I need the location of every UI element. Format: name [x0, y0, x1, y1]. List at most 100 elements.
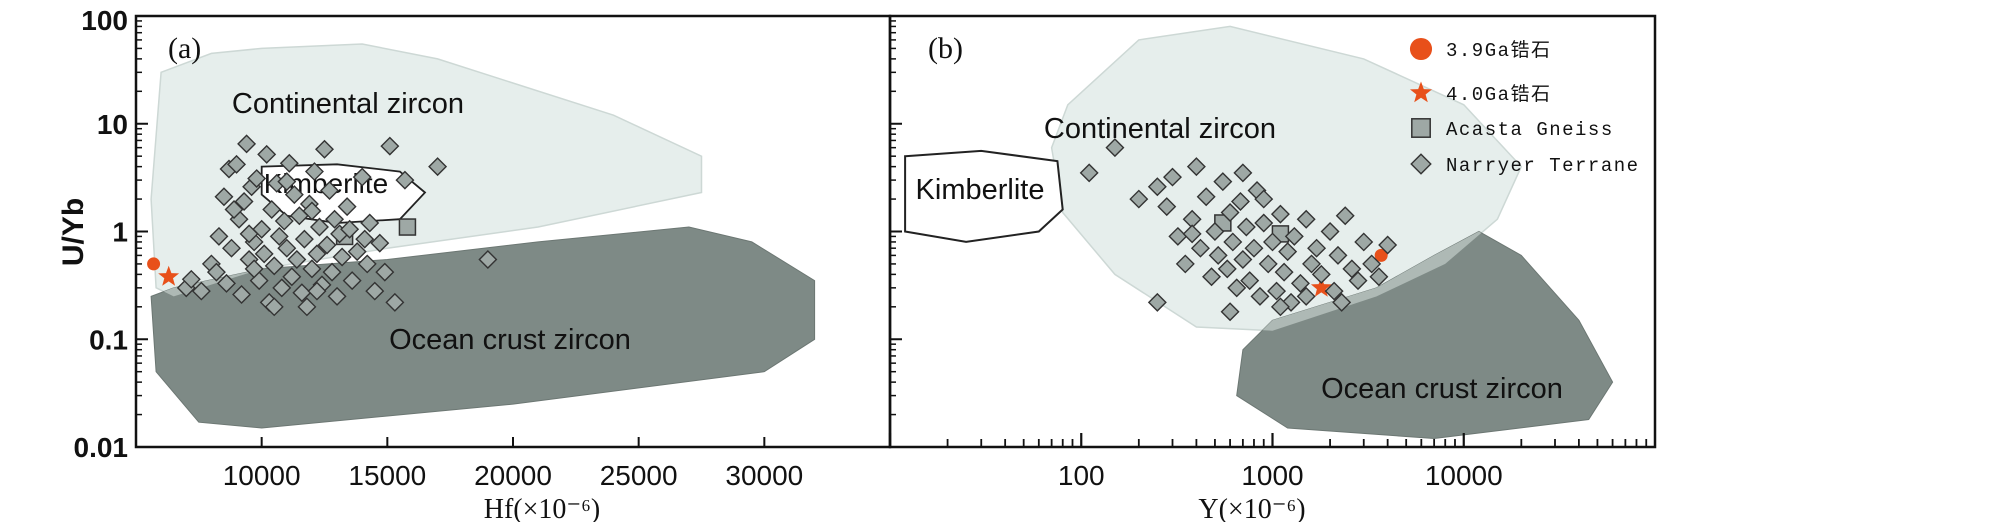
data-point-a-diamond-12 — [232, 285, 252, 305]
data-point-a-diamond-40 — [302, 259, 322, 279]
data-point-b-diamond-52 — [1220, 302, 1240, 322]
data-point-b-diamond-3 — [1147, 177, 1167, 197]
data-point-b-diamond-11 — [1196, 187, 1216, 207]
data-point-b-diamond-57 — [1296, 286, 1316, 306]
data-point-b-diamond-38 — [1302, 254, 1322, 274]
data-point-a-diamond-18 — [247, 169, 267, 189]
data-point-b-diamond-30 — [1267, 281, 1287, 301]
data-point-a-diamond-60 — [370, 233, 390, 253]
data-point-b-diamond-50 — [1378, 235, 1398, 255]
data-point-a-diamond-67 — [239, 224, 259, 244]
data-point-a-diamond-75 — [355, 229, 375, 249]
data-point-b-diamond-12 — [1202, 267, 1222, 287]
data-point-b-diamond-18 — [1223, 232, 1243, 252]
legend-label-2: Acasta Gneiss — [1446, 119, 1614, 141]
continental-zircon-label-a: Continental zircon — [232, 88, 464, 120]
data-point-a-diamond-9 — [222, 238, 241, 258]
data-point-a-diamond-49 — [325, 209, 345, 229]
data-point-b-diamond-47 — [1354, 232, 1374, 252]
data-point-b-diamond-19 — [1227, 278, 1247, 298]
data-point-a-diamond-64 — [395, 170, 415, 190]
data-point-a-diamond-65 — [428, 157, 448, 177]
panel-label-b: (b) — [928, 32, 963, 65]
data-point-b-diamond-1 — [1105, 138, 1125, 158]
data-point-a-diamond-31 — [279, 153, 299, 173]
data-point-b-diamond-26 — [1250, 286, 1270, 306]
data-point-a-diamond-66 — [478, 249, 498, 269]
data-point-b-diamond-29 — [1263, 232, 1282, 252]
data-point-b-diamond-51 — [1147, 292, 1167, 312]
legend-marker-star — [1410, 81, 1432, 103]
data-point-a-diamond-13 — [234, 191, 254, 211]
ocean-crust-zircon-label-a: Ocean crust zircon — [389, 324, 631, 356]
data-point-b-diamond-42 — [1324, 281, 1344, 301]
data-point-a-diamond-25 — [264, 256, 284, 276]
data-point-a-diamond-34 — [287, 249, 307, 269]
data-point-a-diamond-27 — [269, 226, 289, 246]
data-point-a-diamond-71 — [277, 172, 297, 192]
data-point-b-diamond-37 — [1296, 209, 1316, 229]
data-point-a-diamond-69 — [302, 201, 322, 221]
legend-marker-circle — [1409, 37, 1433, 61]
data-point-a-diamond-43 — [309, 217, 329, 237]
data-point-b-diamond-20 — [1230, 191, 1250, 211]
data-point-a-diamond-29 — [274, 211, 294, 231]
data-point-a-diamond-62 — [380, 136, 400, 156]
data-point-b-diamond-15 — [1213, 172, 1233, 192]
data-point-a-diamond-38 — [297, 297, 317, 317]
x-tick-label-a: 20000 — [474, 460, 552, 491]
data-point-a-diamond-30 — [277, 238, 297, 258]
continental-zircon-label-b: Continental zircon — [1044, 113, 1276, 145]
data-point-b-diamond-39 — [1307, 238, 1327, 258]
x-tick-label-a: 30000 — [725, 460, 803, 491]
data-point-b-diamond-49 — [1369, 267, 1389, 287]
data-point-b-diamond-24 — [1244, 238, 1264, 258]
y-tick-label-a: 1 — [112, 217, 128, 248]
data-point-a-diamond-37 — [294, 229, 314, 249]
data-point-a-square-1 — [398, 218, 417, 236]
y-tick-label-a: 0.1 — [89, 324, 128, 355]
data-point-b-diamond-2 — [1129, 189, 1149, 209]
data-point-b-diamond-7 — [1175, 254, 1195, 274]
data-point-a-star-0 — [158, 265, 180, 286]
data-point-b-diamond-58 — [1332, 292, 1352, 312]
data-point-a-diamond-52 — [332, 247, 352, 267]
data-point-b-diamond-4 — [1157, 197, 1177, 217]
legend-label-0: 3.9Ga锆石 — [1446, 39, 1552, 62]
panel-label-a: (a) — [168, 32, 201, 65]
data-point-a-diamond-41 — [304, 162, 324, 182]
data-point-a-diamond-7 — [216, 273, 236, 293]
data-point-b-diamond-5 — [1163, 167, 1182, 187]
legend: 3.9Ga锆石 4.0Ga锆石 Acasta Gneiss Narryer Terra… — [1409, 37, 1638, 177]
data-point-a-diamond-48 — [322, 262, 342, 282]
data-point-a-diamond-36 — [292, 283, 312, 303]
data-point-a-diamond-63 — [385, 292, 405, 312]
data-point-b-diamond-48 — [1362, 254, 1382, 274]
data-point-a-diamond-57 — [357, 254, 377, 274]
data-point-b-diamond-55 — [1182, 224, 1202, 244]
data-point-b-diamond-14 — [1208, 245, 1228, 265]
x-tick-label-b: 100 — [1058, 460, 1105, 491]
data-point-b-diamond-9 — [1186, 157, 1206, 177]
data-point-a-diamond-20 — [252, 219, 272, 239]
legend-marker-square — [1411, 118, 1431, 138]
data-point-a-diamond-45 — [315, 139, 334, 159]
x-tick-label-a: 15000 — [348, 460, 426, 491]
data-point-a-diamond-70 — [340, 219, 360, 239]
x-tick-label-b: 1000 — [1241, 460, 1303, 491]
y-tick-label-a: 10 — [97, 109, 128, 140]
data-point-b-diamond-40 — [1311, 264, 1331, 284]
x-tick-label-a: 25000 — [600, 460, 678, 491]
data-point-a-diamond-68 — [264, 297, 284, 317]
x-tick-label-b: 10000 — [1425, 460, 1503, 491]
data-point-b-diamond-23 — [1240, 271, 1260, 291]
kimberlite-label-b: Kimberlite — [916, 174, 1045, 206]
data-point-a-diamond-59 — [365, 281, 385, 301]
data-point-b-diamond-0 — [1079, 163, 1099, 183]
kimberlite-field-b — [904, 149, 1064, 243]
data-point-a-diamond-72 — [224, 200, 244, 219]
data-point-a-diamond-4 — [206, 262, 226, 282]
data-point-b-diamond-36 — [1290, 273, 1310, 293]
data-point-a-diamond-53 — [337, 197, 357, 217]
